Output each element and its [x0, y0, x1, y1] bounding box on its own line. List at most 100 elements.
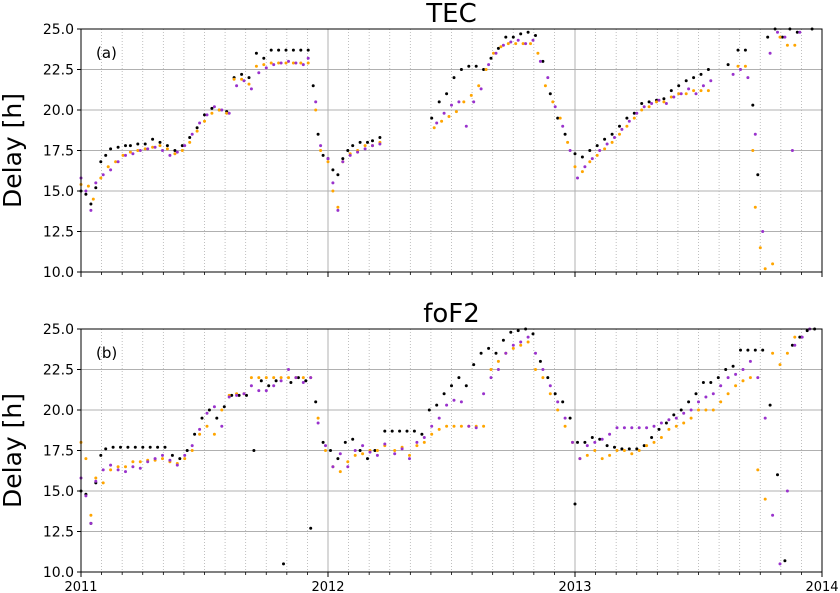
data-point	[543, 84, 547, 88]
data-point	[785, 43, 789, 47]
data-point	[662, 97, 666, 101]
data-point	[622, 426, 626, 430]
data-point	[198, 427, 202, 431]
data-point	[719, 384, 723, 388]
data-point	[613, 445, 616, 449]
data-point	[138, 149, 142, 152]
data-point	[284, 61, 288, 65]
data-point	[526, 340, 530, 344]
data-point	[121, 153, 125, 157]
data-point	[378, 136, 382, 139]
data-point	[704, 408, 708, 412]
data-point	[746, 348, 750, 352]
data-point	[316, 421, 320, 425]
data-point	[701, 381, 705, 384]
data-point	[299, 48, 303, 52]
data-point	[101, 468, 105, 472]
data-point	[568, 416, 572, 420]
data-point	[249, 384, 253, 388]
data-point	[291, 61, 295, 65]
data-point	[692, 89, 696, 93]
data-point	[785, 489, 789, 493]
data-point	[739, 68, 742, 71]
data-point	[687, 400, 691, 404]
data-point	[613, 136, 616, 139]
data-point	[289, 381, 293, 384]
data-point	[701, 84, 705, 88]
y-tick-label: 10.0	[43, 565, 74, 581]
data-point	[309, 526, 313, 530]
data-point	[588, 160, 592, 164]
y-tick-label: 20.0	[43, 403, 74, 419]
data-point	[573, 165, 577, 169]
data-point	[287, 376, 290, 380]
data-point	[561, 400, 565, 404]
data-point	[632, 111, 636, 115]
data-point	[484, 68, 488, 71]
data-point	[689, 416, 693, 420]
data-point	[415, 444, 419, 448]
data-point	[578, 457, 582, 461]
data-point	[531, 38, 535, 42]
data-point	[758, 246, 762, 250]
data-point	[351, 437, 355, 441]
data-point	[141, 445, 145, 449]
data-point	[264, 66, 268, 70]
data-point	[94, 476, 98, 480]
data-point	[590, 157, 594, 161]
panel-label: (a)	[96, 44, 117, 62]
data-point	[445, 92, 449, 96]
data-point	[437, 427, 441, 431]
data-point	[736, 64, 740, 68]
data-point	[212, 432, 216, 436]
data-point	[247, 76, 251, 80]
data-point	[558, 116, 562, 120]
data-point	[553, 392, 557, 396]
data-point	[306, 48, 310, 52]
data-point	[753, 205, 757, 209]
data-point	[771, 262, 775, 266]
data-point	[452, 398, 456, 402]
data-point	[143, 147, 147, 151]
data-point	[615, 426, 619, 430]
data-point	[131, 152, 135, 156]
data-point	[371, 139, 374, 143]
data-point	[521, 42, 525, 46]
data-point	[514, 42, 518, 46]
data-point	[284, 48, 288, 52]
data-point	[190, 444, 194, 448]
series-2	[79, 327, 812, 566]
data-point	[793, 343, 797, 347]
data-point	[94, 186, 98, 190]
data-point	[336, 457, 340, 461]
data-point	[245, 393, 248, 397]
data-point	[257, 389, 261, 393]
data-point	[452, 424, 456, 428]
data-point	[694, 392, 698, 396]
data-point	[548, 92, 552, 96]
data-point	[652, 424, 656, 428]
data-point	[647, 100, 651, 104]
data-point	[664, 102, 668, 105]
data-point	[731, 364, 735, 368]
data-point	[257, 71, 261, 75]
data-point	[664, 421, 668, 425]
y-tick-label: 12.5	[43, 225, 74, 241]
data-point	[669, 95, 673, 99]
data-point	[699, 89, 703, 93]
data-point	[262, 63, 266, 67]
data-point	[390, 429, 394, 433]
data-point	[741, 368, 745, 371]
y-tick-label: 10.0	[43, 265, 74, 281]
data-point	[180, 144, 184, 148]
data-point	[205, 424, 209, 428]
data-point	[509, 40, 513, 44]
data-point	[331, 465, 335, 469]
data-point	[501, 43, 505, 47]
data-point	[222, 405, 226, 409]
data-point	[91, 197, 95, 201]
data-point	[309, 376, 313, 380]
data-point	[124, 153, 127, 157]
data-point	[408, 453, 411, 457]
